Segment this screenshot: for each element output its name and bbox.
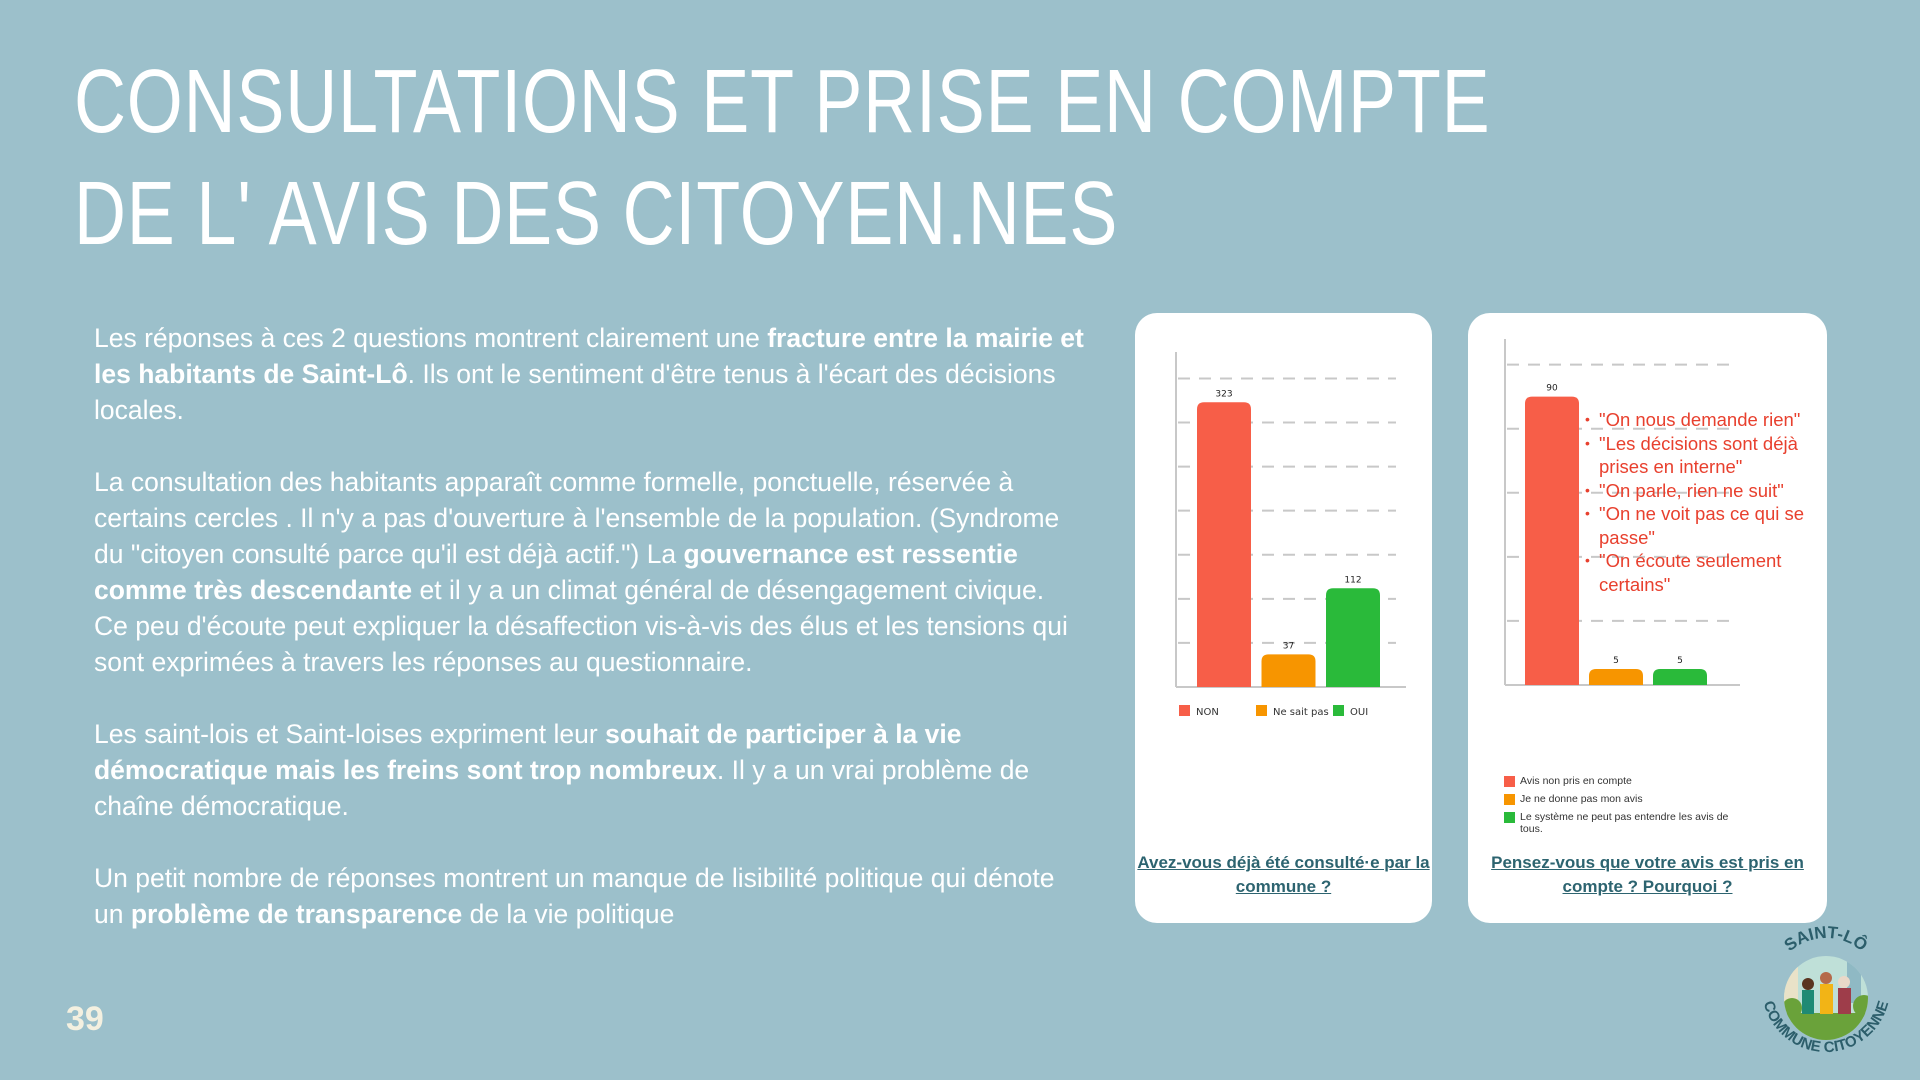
text-segment: . Il y a un vrai problème de chaîne démo…: [94, 755, 1030, 821]
legend-swatch: [1333, 705, 1344, 716]
legend-label: Ne sait pas: [1273, 707, 1329, 718]
paragraph-3: Les saint-lois et Saint-loises expriment…: [94, 716, 1084, 824]
chart-card-consulted: 323 37 112 NON Ne sait pas OUI Avez-vous déjà…: [1135, 313, 1432, 923]
data-label: 90: [1546, 384, 1558, 394]
legend-swatch: [1256, 705, 1267, 716]
data-label: 112: [1344, 575, 1361, 585]
legend-label: Avis non pris en compte: [1520, 775, 1632, 787]
legend-swatch: [1504, 812, 1515, 823]
legend-label: NON: [1196, 707, 1219, 718]
text-segment: de la vie politique: [462, 899, 675, 929]
chart-legend: Avis non pris en compte Je ne donne pas m…: [1504, 775, 1734, 841]
quote-item: "On nous demande rien": [1585, 408, 1839, 432]
logo-text-top: SAINT-LÔ: [1781, 923, 1871, 955]
legend-swatch: [1179, 705, 1190, 716]
emphasis-text: souhait de participer à la vie démocrati…: [94, 719, 962, 785]
bar-3: [1326, 588, 1380, 687]
legend-label: Je ne donne pas mon avis: [1520, 793, 1643, 805]
saint-lo-commune-citoyenne-logo: SAINT-LÔ COMMUNE CITOYENNE: [1760, 923, 1893, 1056]
bar-2: [1261, 654, 1316, 687]
quote-item: "On écoute seulement certains": [1585, 549, 1839, 596]
page-number: 39: [66, 1000, 104, 1038]
text-segment: Les saint-lois et Saint-loises expriment…: [94, 719, 606, 749]
paragraph-4: Un petit nombre de réponses montrent un …: [94, 860, 1084, 932]
text-segment: et il y a un climat général de désengage…: [94, 575, 1068, 677]
legend-item: Le système ne peut pas entendre les avis…: [1504, 811, 1734, 835]
data-label: 5: [1677, 656, 1683, 666]
svg-text:SAINT-LÔ: SAINT-LÔ: [1781, 923, 1871, 955]
legend-item: Je ne donne pas mon avis: [1504, 793, 1734, 805]
emphasis-text: problème de transparence: [130, 899, 463, 929]
chart-title: Avez-vous déjà été consulté·e par la com…: [1137, 853, 1430, 896]
data-label: 5: [1613, 656, 1619, 666]
text-segment: Un petit nombre de réponses montrent un …: [94, 863, 1055, 929]
body-text: Les réponses à ces 2 questions montrent …: [94, 320, 1084, 968]
paragraph-1: Les réponses à ces 2 questions montrent …: [94, 320, 1084, 428]
bar-1: [1197, 402, 1251, 687]
bar-3: [1653, 668, 1707, 685]
bar-1: [1525, 396, 1579, 685]
paragraph-2: La consultation des habitants apparaît c…: [94, 464, 1084, 680]
quote-item: "Les décisions sont déjà prises en inter…: [1585, 432, 1839, 479]
text-segment: La consultation des habitants apparaît c…: [94, 467, 1060, 569]
legend-item: Avis non pris en compte: [1504, 775, 1734, 787]
bar-2: [1589, 668, 1643, 685]
text-segment: . Ils ont le sentiment d'être tenus à l'…: [94, 359, 1056, 425]
title-line-1: CONSULTATIONS ET PRISE EN COMPTE: [74, 52, 1491, 152]
quote-item: "On parle, rien ne suit": [1585, 479, 1839, 503]
emphasis-text: gouvernance est ressentie comme très des…: [94, 539, 1018, 605]
title-line-2: DE L' AVIS DES CITOYEN.NES: [74, 164, 1119, 264]
page-title: CONSULTATIONS ET PRISE EN COMPTE DE L' A…: [74, 46, 1490, 270]
legend-label: OUI: [1350, 707, 1368, 718]
chart-title: Pensez-vous que votre avis est pris en c…: [1491, 853, 1804, 896]
legend-swatch: [1504, 794, 1515, 805]
legend-swatch: [1504, 776, 1515, 787]
emphasis-text: fracture entre la mairie et les habitant…: [94, 323, 1084, 389]
text-segment: Les réponses à ces 2 questions montrent …: [94, 323, 768, 353]
quote-item: "On ne voit pas ce qui se passe": [1585, 502, 1839, 549]
quote-list: "On nous demande rien""Les décisions son…: [1585, 408, 1839, 596]
bar-chart-consulted: 323 37 112 NON Ne sait pas OUI: [1175, 352, 1406, 718]
data-label: 37: [1283, 641, 1294, 651]
data-label: 323: [1215, 389, 1232, 399]
legend-label: Le système ne peut pas entendre les avis…: [1520, 811, 1729, 835]
